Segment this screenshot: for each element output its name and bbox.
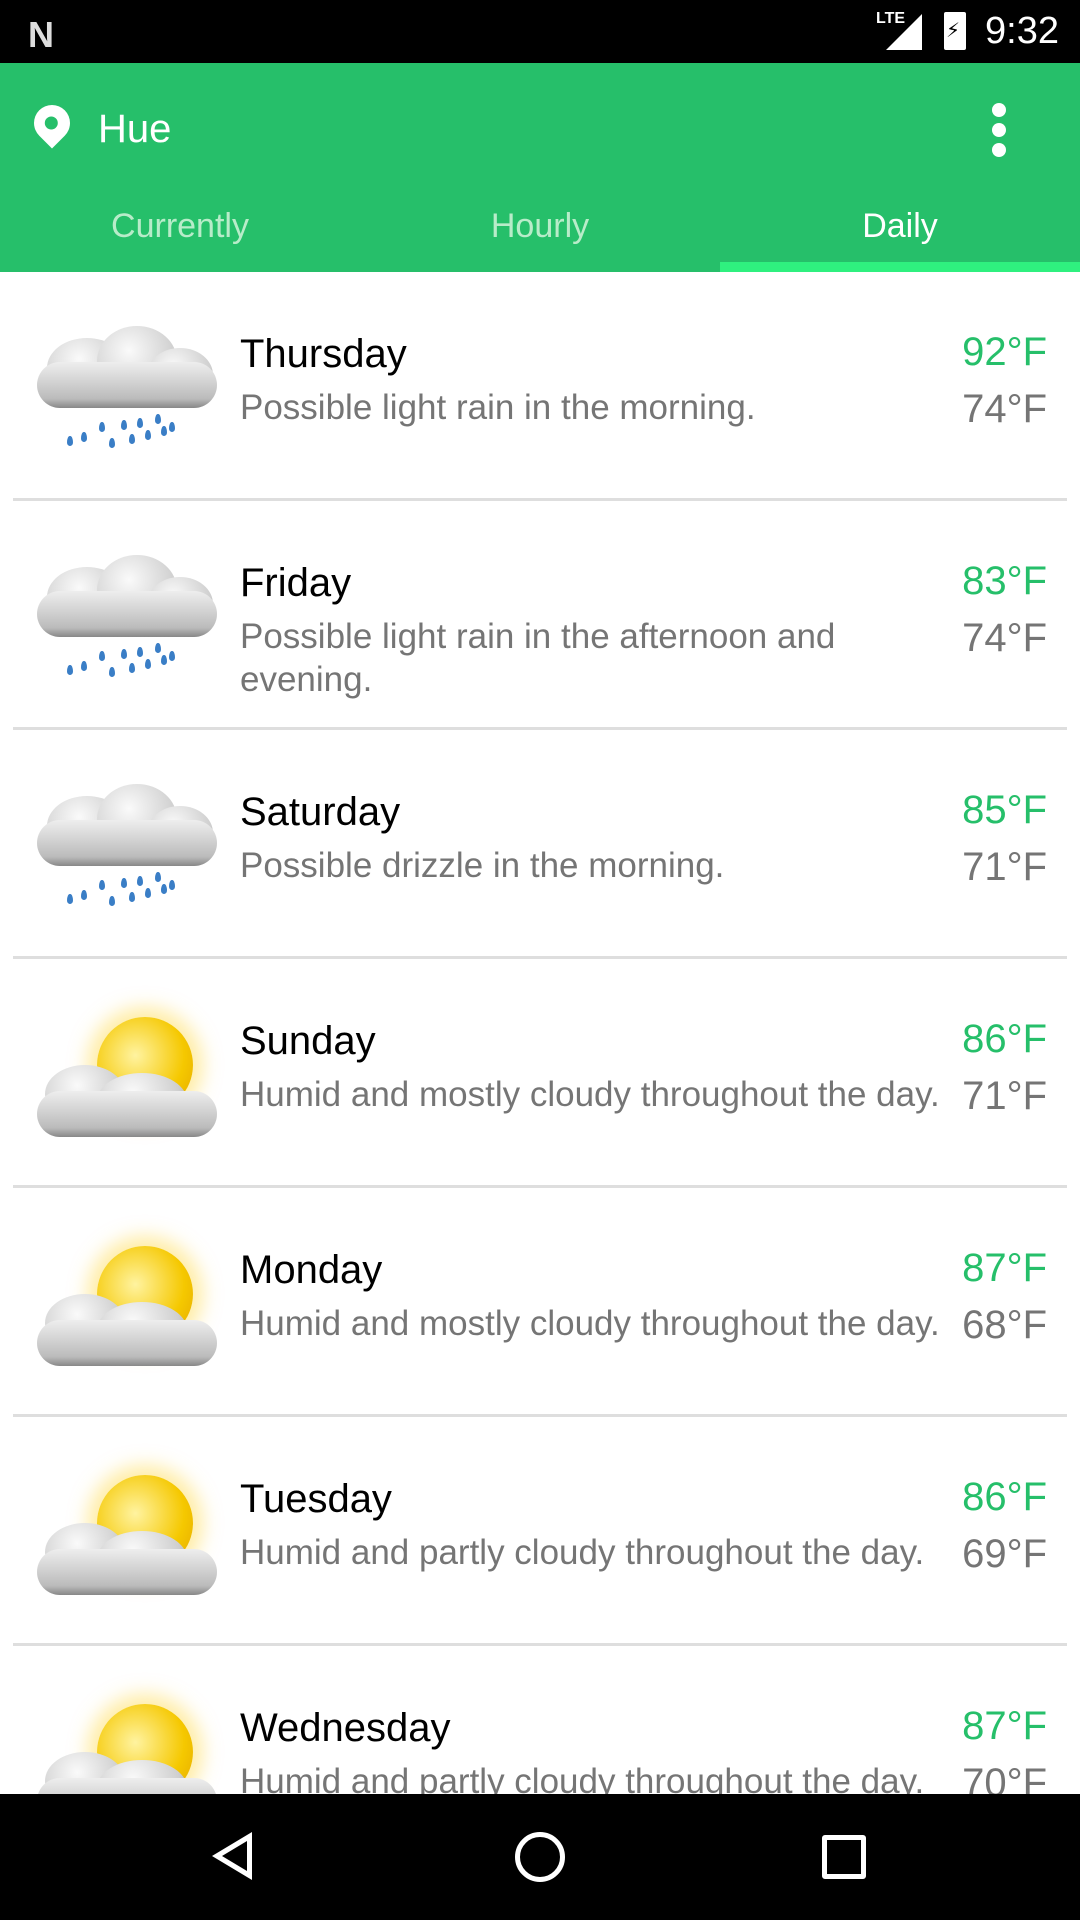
low-temp: 69°F	[962, 1532, 1047, 1576]
tab-daily[interactable]: Daily	[720, 183, 1080, 272]
high-temp: 86°F	[962, 1017, 1047, 1061]
forecast-row[interactable]: Saturday Possible drizzle in the morning.…	[13, 730, 1067, 959]
high-temp: 86°F	[962, 1475, 1047, 1519]
battery-charging-icon	[944, 12, 966, 50]
day-name: Monday	[240, 1248, 383, 1292]
partly-cloudy-icon	[37, 1242, 223, 1372]
low-temp: 74°F	[962, 387, 1047, 431]
daily-forecast-list[interactable]: Thursday Possible light rain in the morni…	[0, 272, 1080, 1794]
tab-bar: Currently Hourly Daily	[0, 183, 1080, 272]
more-options-button[interactable]	[984, 103, 1014, 163]
recents-icon[interactable]	[822, 1835, 866, 1879]
dot	[992, 143, 1006, 157]
high-temp: 87°F	[962, 1704, 1047, 1748]
day-name: Sunday	[240, 1019, 376, 1063]
partly-cloudy-icon	[37, 1471, 223, 1601]
high-temp: 85°F	[962, 788, 1047, 832]
day-name: Wednesday	[240, 1706, 451, 1750]
forecast-row[interactable]: Thursday Possible light rain in the morni…	[13, 272, 1067, 501]
forecast-row[interactable]: Wednesday Humid and partly cloudy through…	[13, 1646, 1067, 1794]
app-bar: Hue Currently Hourly Daily	[0, 63, 1080, 272]
rain-icon	[37, 784, 223, 914]
day-summary: Possible drizzle in the morning.	[240, 846, 725, 885]
day-name: Friday	[240, 561, 352, 605]
map-pin-icon	[26, 97, 78, 149]
day-name: Tuesday	[240, 1477, 392, 1521]
forecast-row[interactable]: Tuesday Humid and partly cloudy throughou…	[13, 1417, 1067, 1646]
tab-currently[interactable]: Currently	[111, 207, 249, 245]
forecast-row[interactable]: Friday Possible light rain in the afterno…	[13, 501, 1067, 730]
day-summary: Humid and mostly cloudy throughout the d…	[240, 1075, 940, 1114]
clock: 9:32	[985, 10, 1059, 52]
signal-icon	[886, 14, 922, 50]
low-temp: 70°F	[962, 1761, 1047, 1794]
forecast-row[interactable]: Sunday Humid and mostly cloudy throughout…	[13, 959, 1067, 1188]
high-temp: 83°F	[962, 559, 1047, 603]
partly-cloudy-icon	[37, 1700, 223, 1794]
day-summary: Humid and partly cloudy throughout the d…	[240, 1762, 925, 1794]
rain-icon	[37, 326, 223, 456]
high-temp: 87°F	[962, 1246, 1047, 1290]
high-temp: 92°F	[962, 330, 1047, 374]
forecast-row[interactable]: Monday Humid and mostly cloudy throughout…	[13, 1188, 1067, 1417]
navigation-bar	[0, 1794, 1080, 1920]
day-summary: Humid and mostly cloudy throughout the d…	[240, 1304, 940, 1343]
status-bar: N LTE 9:32	[0, 0, 1080, 63]
day-summary: Possible light rain in the afternoon and…	[240, 617, 836, 699]
back-icon[interactable]	[212, 1832, 252, 1880]
rain-icon	[37, 555, 223, 685]
n-logo-icon: N	[28, 14, 54, 55]
low-temp: 71°F	[962, 845, 1047, 889]
dot	[992, 123, 1006, 137]
day-summary: Possible light rain in the morning.	[240, 388, 756, 427]
day-summary: Humid and partly cloudy throughout the d…	[240, 1533, 925, 1572]
day-name: Saturday	[240, 790, 401, 834]
low-temp: 71°F	[962, 1074, 1047, 1118]
low-temp: 68°F	[962, 1303, 1047, 1347]
location-title[interactable]: Hue	[98, 107, 172, 151]
day-name: Thursday	[240, 332, 407, 376]
more-vert-icon	[992, 103, 1006, 117]
partly-cloudy-icon	[37, 1013, 223, 1143]
tab-hourly[interactable]: Hourly	[490, 207, 590, 245]
home-icon[interactable]	[515, 1832, 565, 1882]
low-temp: 74°F	[962, 616, 1047, 660]
